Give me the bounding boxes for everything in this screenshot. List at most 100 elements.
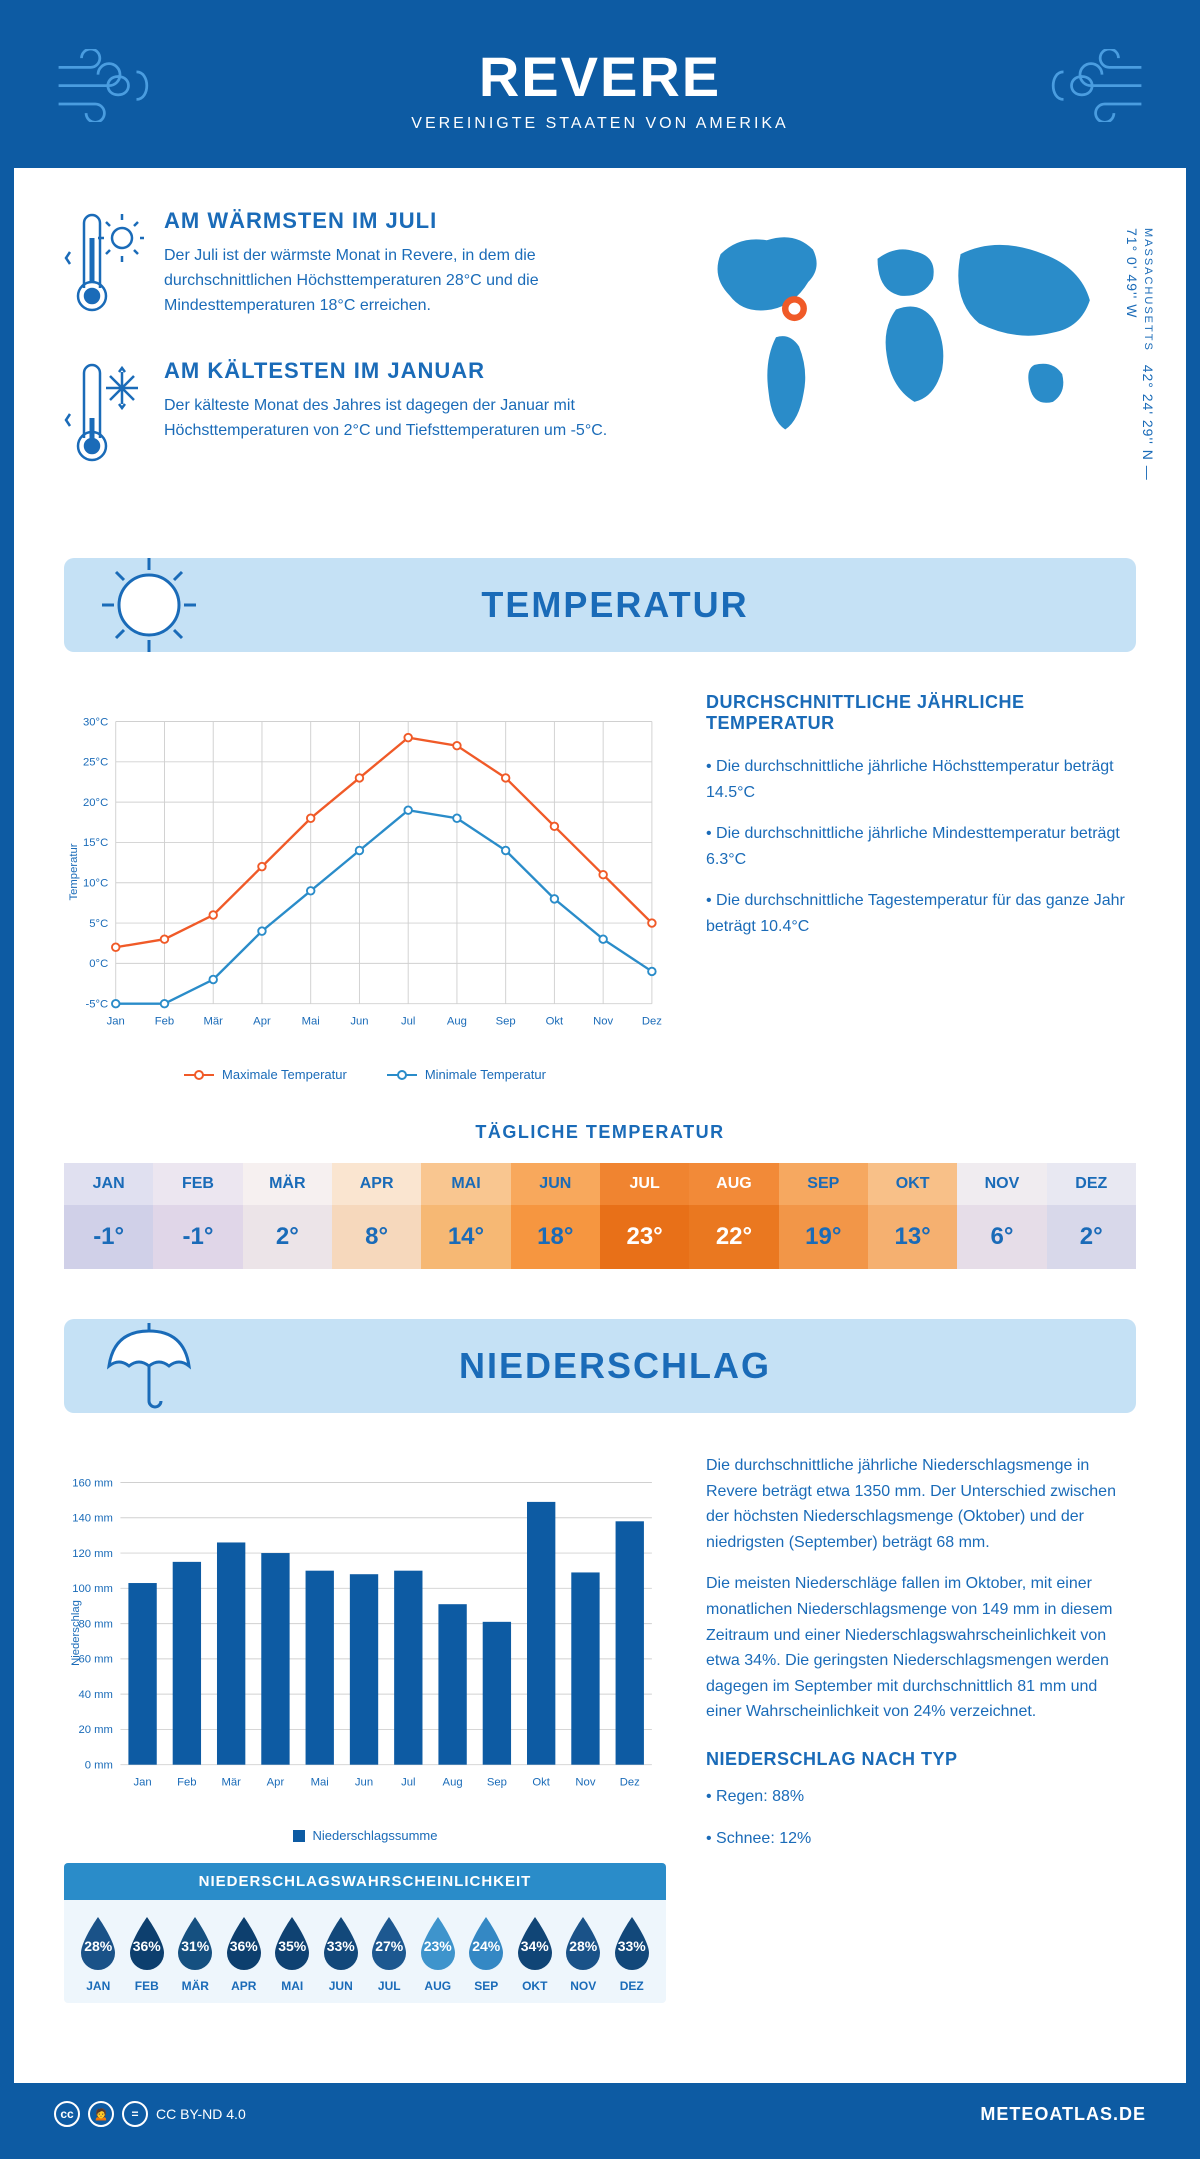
temp-section-header: TEMPERATUR	[64, 558, 1136, 652]
svg-text:20 mm: 20 mm	[78, 1724, 112, 1736]
drop-cell: 35%MAI	[268, 1915, 317, 1993]
legend-min-label: Minimale Temperatur	[425, 1067, 546, 1082]
temp-cell: DEZ2°	[1047, 1163, 1136, 1269]
license-text: CC BY-ND 4.0	[156, 2106, 246, 2122]
drop-cell: 31%MÄR	[171, 1915, 220, 1993]
svg-text:0°C: 0°C	[89, 958, 108, 970]
svg-text:Mär: Mär	[221, 1776, 241, 1788]
temp-cell: JUL23°	[600, 1163, 689, 1269]
drop-cell: 36%APR	[220, 1915, 269, 1993]
svg-text:Dez: Dez	[620, 1776, 640, 1788]
svg-text:40 mm: 40 mm	[78, 1689, 112, 1701]
temp-side-p2: • Die durchschnittliche jährliche Mindes…	[706, 821, 1136, 872]
drop-cell: 34%OKT	[511, 1915, 560, 1993]
coldest-info: AM KÄLTESTEN IM JANUAR Der kälteste Mona…	[64, 358, 616, 473]
coldest-text: Der kälteste Monat des Jahres ist dagege…	[164, 394, 616, 444]
temp-cell: MÄR2°	[243, 1163, 332, 1269]
coldest-title: AM KÄLTESTEN IM JANUAR	[164, 358, 616, 384]
svg-text:Sep: Sep	[487, 1776, 507, 1788]
warmest-text: Der Juli ist der wärmste Monat in Revere…	[164, 244, 616, 318]
precip-section-header: NIEDERSCHLAG	[64, 1319, 1136, 1413]
temp-side-heading: DURCHSCHNITTLICHE JÄHRLICHE TEMPERATUR	[706, 692, 1136, 734]
header: REVERE VEREINIGTE STAATEN VON AMERIKA	[14, 14, 1186, 168]
svg-text:60 mm: 60 mm	[78, 1654, 112, 1666]
drop-cell: 24%SEP	[462, 1915, 511, 1993]
precip-legend-label: Niederschlagssumme	[313, 1828, 438, 1843]
svg-text:0 mm: 0 mm	[85, 1759, 113, 1771]
svg-text:15°C: 15°C	[83, 837, 108, 849]
svg-text:-5°C: -5°C	[86, 998, 109, 1010]
svg-text:Temperatur: Temperatur	[68, 843, 80, 900]
temp-cell: SEP19°	[779, 1163, 868, 1269]
svg-text:Mai: Mai	[302, 1015, 320, 1027]
precip-probability: NIEDERSCHLAGSWAHRSCHEINLICHKEIT 28%JAN36…	[64, 1863, 666, 2003]
temp-section-title: TEMPERATUR	[234, 584, 1106, 626]
page-subtitle: VEREINIGTE STAATEN VON AMERIKA	[164, 115, 1036, 133]
temperature-chart: -5°C0°C5°C10°C15°C20°C25°C30°CJanFebMärA…	[64, 692, 666, 1052]
svg-text:Jun: Jun	[355, 1776, 373, 1788]
footer: cc 🙍 = CC BY-ND 4.0 METEOATLAS.DE	[14, 2083, 1186, 2145]
temp-cell: JUN18°	[511, 1163, 600, 1269]
svg-text:Feb: Feb	[155, 1015, 174, 1027]
precip-prob-title: NIEDERSCHLAGSWAHRSCHEINLICHKEIT	[64, 1863, 666, 1900]
svg-text:140 mm: 140 mm	[72, 1513, 113, 1525]
svg-text:Jan: Jan	[133, 1776, 151, 1788]
svg-text:100 mm: 100 mm	[72, 1583, 113, 1595]
svg-text:Nov: Nov	[575, 1776, 595, 1788]
state-label: MASSACHUSETTS	[1142, 228, 1154, 352]
drop-cell: 33%DEZ	[608, 1915, 657, 1993]
precip-section-title: NIEDERSCHLAG	[234, 1345, 1106, 1387]
coordinates: MASSACHUSETTS 42° 24' 29'' N — 71° 0' 49…	[1124, 228, 1156, 508]
precip-type2: • Schnee: 12%	[706, 1826, 1136, 1852]
cc-icon: cc	[54, 2101, 80, 2127]
svg-text:Aug: Aug	[447, 1015, 467, 1027]
svg-text:Jul: Jul	[401, 1015, 415, 1027]
thermometer-cold-icon	[64, 358, 144, 473]
svg-text:Jun: Jun	[350, 1015, 368, 1027]
drop-cell: 28%JAN	[74, 1915, 123, 1993]
precip-p1: Die durchschnittliche jährliche Niedersc…	[706, 1453, 1136, 1555]
warmest-info: AM WÄRMSTEN IM JULI Der Juli ist der wär…	[64, 208, 616, 323]
svg-text:Jan: Jan	[107, 1015, 125, 1027]
wind-icon-left	[54, 49, 164, 129]
legend-max-label: Maximale Temperatur	[222, 1067, 347, 1082]
temp-cell: MAI14°	[421, 1163, 510, 1269]
temp-cell: APR8°	[332, 1163, 421, 1269]
svg-text:Apr: Apr	[267, 1776, 285, 1788]
svg-text:Dez: Dez	[642, 1015, 662, 1027]
svg-text:160 mm: 160 mm	[72, 1477, 113, 1489]
temp-cell: NOV6°	[957, 1163, 1046, 1269]
svg-text:Niederschlag: Niederschlag	[70, 1600, 82, 1666]
precipitation-chart: 0 mm 20 mm 40 mm 60 mm 80 mm 100 mm 120 mm 140 …	[64, 1453, 666, 1813]
precip-type-heading: NIEDERSCHLAG NACH TYP	[706, 1749, 1136, 1770]
daily-temp-table: JAN-1°FEB-1°MÄR2°APR8°MAI14°JUN18°JUL23°…	[64, 1163, 1136, 1269]
drop-cell: 23%AUG	[414, 1915, 463, 1993]
nd-icon: =	[122, 2101, 148, 2127]
page-title: REVERE	[164, 44, 1036, 109]
license: cc 🙍 = CC BY-ND 4.0	[54, 2101, 246, 2127]
svg-text:10°C: 10°C	[83, 878, 108, 890]
by-icon: 🙍	[88, 2101, 114, 2127]
wind-icon-right	[1036, 49, 1146, 129]
svg-text:Mär: Mär	[204, 1015, 224, 1027]
drop-cell: 27%JUL	[365, 1915, 414, 1993]
svg-text:20°C: 20°C	[83, 797, 108, 809]
svg-text:Nov: Nov	[593, 1015, 613, 1027]
drop-cell: 33%JUN	[317, 1915, 366, 1993]
drop-cell: 28%NOV	[559, 1915, 608, 1993]
sun-icon	[94, 550, 204, 660]
svg-text:80 mm: 80 mm	[78, 1618, 112, 1630]
precip-legend: Niederschlagssumme	[64, 1828, 666, 1843]
svg-text:Sep: Sep	[496, 1015, 516, 1027]
svg-text:Okt: Okt	[546, 1015, 564, 1027]
svg-text:Aug: Aug	[443, 1776, 463, 1788]
svg-text:Jul: Jul	[401, 1776, 415, 1788]
precip-p2: Die meisten Niederschläge fallen im Okto…	[706, 1571, 1136, 1725]
temp-cell: OKT13°	[868, 1163, 957, 1269]
daily-temp-title: TÄGLICHE TEMPERATUR	[64, 1122, 1136, 1143]
svg-text:Okt: Okt	[532, 1776, 550, 1788]
svg-text:5°C: 5°C	[89, 918, 108, 930]
svg-text:120 mm: 120 mm	[72, 1548, 113, 1560]
drop-cell: 36%FEB	[123, 1915, 172, 1993]
svg-text:25°C: 25°C	[83, 757, 108, 769]
